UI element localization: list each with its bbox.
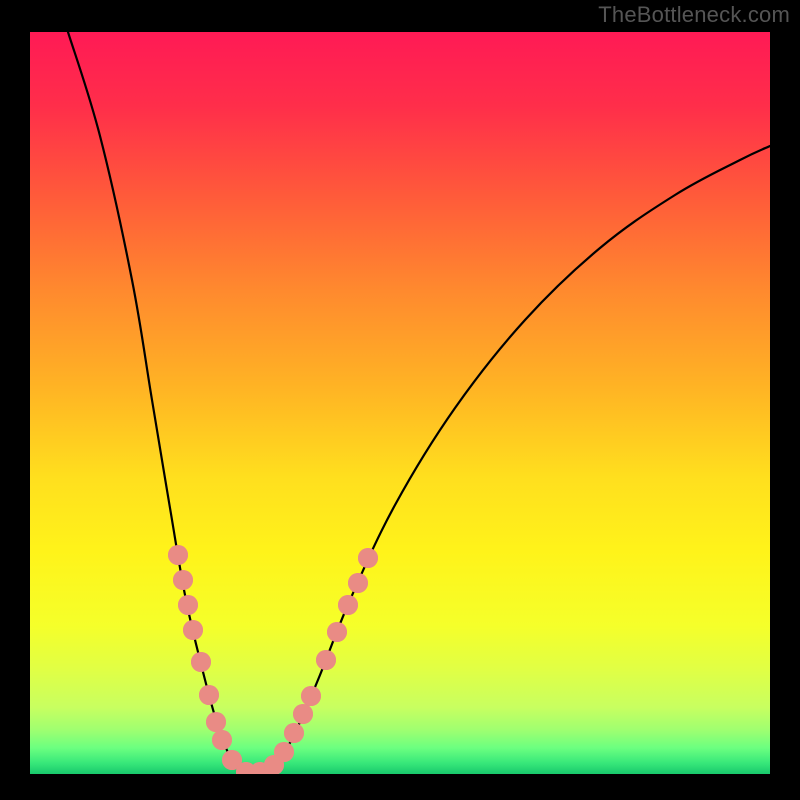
data-marker [183,620,203,640]
data-marker [168,545,188,565]
data-marker [316,650,336,670]
data-marker [191,652,211,672]
stage: TheBottleneck.com [0,0,800,800]
plot-area [30,32,770,774]
chart-svg [0,0,800,800]
data-marker [338,595,358,615]
data-marker [173,570,193,590]
watermark-text: TheBottleneck.com [598,2,790,28]
data-marker [199,685,219,705]
data-marker [212,730,232,750]
data-marker [284,723,304,743]
data-marker [206,712,226,732]
data-marker [301,686,321,706]
data-marker [293,704,313,724]
data-marker [348,573,368,593]
data-marker [274,742,294,762]
data-marker [178,595,198,615]
data-marker [358,548,378,568]
data-marker [327,622,347,642]
